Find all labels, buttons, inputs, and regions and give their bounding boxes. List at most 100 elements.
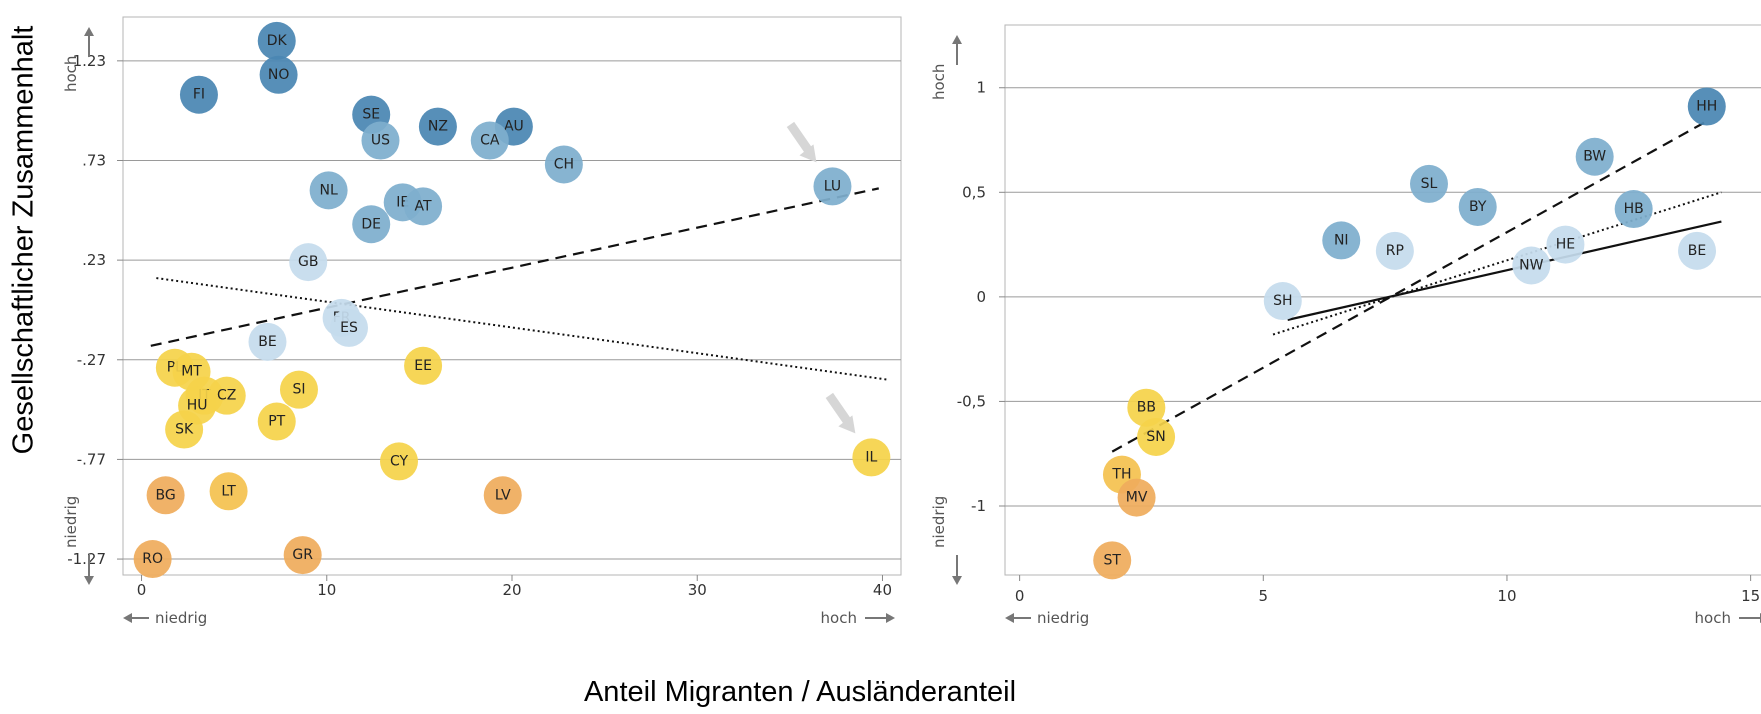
point-label: HH: [1696, 99, 1717, 115]
y-low-arrow-head: [952, 576, 962, 585]
y-low-arrow-head: [84, 576, 94, 585]
y-high-arrow-head: [952, 35, 962, 44]
highlight-arrow-head: [799, 144, 817, 163]
highlight-arrow: [786, 121, 817, 163]
point-label: CZ: [217, 388, 236, 404]
point-label: LV: [495, 487, 511, 503]
point-marker: [1117, 478, 1156, 517]
y-tick-label: -.27: [77, 351, 106, 369]
point-label: GR: [292, 547, 313, 563]
data-point-hb: HB: [1614, 190, 1653, 229]
point-label: SI: [292, 382, 305, 398]
point-label: SE: [362, 107, 380, 123]
data-point-gb: GB: [289, 243, 328, 282]
point-label: EE: [414, 358, 432, 374]
point-label: SK: [175, 422, 194, 438]
point-marker: [470, 121, 509, 160]
trend-line-dashed: [150, 187, 880, 347]
point-label: ST: [1103, 552, 1121, 568]
data-point-sk: SK: [165, 410, 204, 449]
point-label: RO: [142, 551, 163, 567]
point-marker: [257, 402, 296, 441]
x-tick-label: 40: [873, 581, 892, 599]
x-high-label: hoch: [1695, 609, 1731, 627]
y-tick-label: 1: [976, 79, 986, 97]
x-low-label: niedrig: [155, 609, 207, 627]
y-tick-label: -1.27: [67, 550, 106, 568]
data-point-hh: HH: [1687, 87, 1726, 126]
point-label: GB: [298, 254, 318, 270]
point-label: FI: [193, 87, 205, 103]
point-label: AT: [415, 198, 432, 214]
point-marker: [209, 472, 248, 511]
data-point-cy: CY: [380, 442, 419, 481]
data-point-no: NO: [259, 55, 298, 94]
point-label: DE: [361, 216, 381, 232]
data-point-mv: MV: [1117, 478, 1156, 517]
point-marker: [207, 376, 246, 415]
x-tick-label: 0: [1015, 587, 1025, 605]
point-label: LU: [824, 178, 841, 194]
point-marker: [1127, 388, 1166, 427]
point-marker: [283, 536, 322, 575]
data-point-us: US: [361, 121, 400, 160]
x-low-arrow-head: [1005, 613, 1014, 623]
plot-frame: [1004, 24, 1761, 576]
point-label: CH: [554, 156, 574, 172]
y-high-arrow-head: [84, 27, 94, 36]
point-label: MV: [1126, 490, 1148, 506]
data-point-de: DE: [352, 205, 391, 244]
point-marker: [404, 187, 443, 226]
data-point-be: BE: [248, 322, 287, 361]
y-tick-label: .73: [82, 151, 106, 169]
point-marker: [1512, 246, 1551, 285]
point-marker: [259, 55, 298, 94]
data-point-nz: NZ: [418, 107, 457, 146]
trend-line-dashed: [1111, 120, 1708, 453]
data-point-ni: NI: [1322, 221, 1361, 260]
point-label: ES: [340, 320, 358, 336]
x-axis-title: Anteil Migranten / Ausländeranteil: [583, 676, 1017, 708]
data-point-lv: LV: [483, 476, 522, 515]
point-marker: [329, 308, 368, 347]
data-point-nl: NL: [309, 171, 348, 210]
y-tick-label: -1: [971, 497, 986, 515]
point-marker: [813, 167, 852, 206]
point-label: HE: [1556, 237, 1575, 253]
highlight-arrow-shaft: [786, 121, 813, 153]
point-marker: [352, 205, 391, 244]
point-marker: [483, 476, 522, 515]
data-point-lt: LT: [209, 472, 248, 511]
data-point-by: BY: [1458, 187, 1497, 226]
y-high-label: hoch: [62, 56, 80, 92]
highlight-arrow-shaft: [825, 392, 852, 424]
point-marker: [1687, 87, 1726, 126]
point-marker: [289, 243, 328, 282]
point-label: NL: [319, 182, 337, 198]
point-marker: [279, 370, 318, 409]
data-point-sn: SN: [1137, 417, 1176, 456]
point-label: BW: [1583, 149, 1606, 165]
point-marker: [1678, 231, 1717, 270]
point-marker: [165, 410, 204, 449]
data-point-lu: LU: [813, 167, 852, 206]
data-point-bg: BG: [146, 476, 185, 515]
x-high-label: hoch: [821, 609, 857, 627]
data-point-bw: BW: [1575, 137, 1614, 176]
point-marker: [146, 476, 185, 515]
y-tick-label: 0,5: [962, 183, 986, 201]
data-point-ro: RO: [133, 540, 172, 579]
data-point-be: BE: [1678, 231, 1717, 270]
data-point-rp: RP: [1375, 231, 1414, 270]
point-marker: [1322, 221, 1361, 260]
x-low-label: niedrig: [1037, 609, 1089, 627]
point-marker: [1409, 164, 1448, 203]
point-marker: [257, 21, 296, 60]
trend-line-solid: [1287, 220, 1722, 321]
point-label: CY: [390, 453, 409, 469]
y-tick-label: -0,5: [957, 392, 986, 410]
x-tick-label: 20: [502, 581, 521, 599]
point-label: NZ: [428, 119, 448, 135]
x-tick-label: 0: [137, 581, 147, 599]
